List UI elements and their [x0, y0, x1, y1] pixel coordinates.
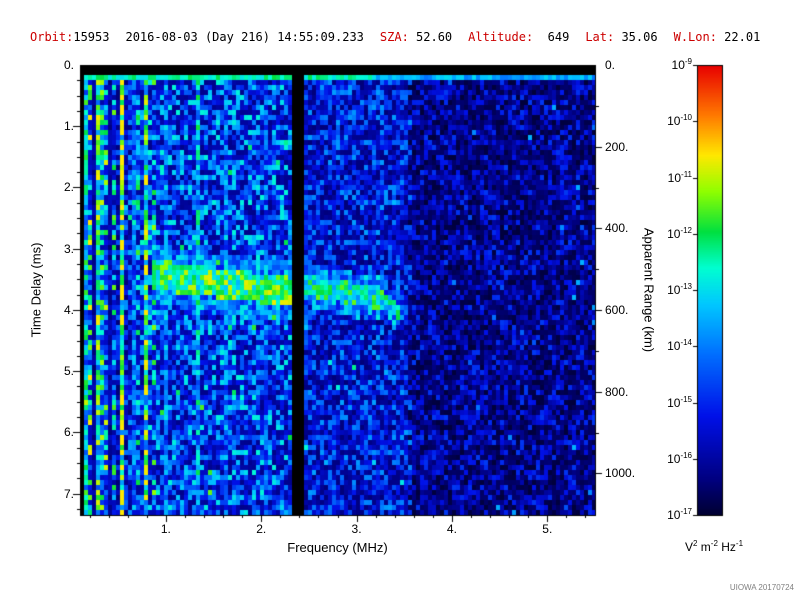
colorbar-tick-label: 10-16 [667, 450, 692, 466]
y-tick-label: 6. [63, 425, 74, 440]
range-tick-label: 800. [605, 384, 629, 399]
colorbar-tick-label: 10-14 [667, 338, 692, 354]
x-axis-label: Frequency (MHz) [287, 540, 388, 555]
header-field: Orbit:15953 [30, 30, 110, 44]
range-tick-label: 1000. [605, 466, 636, 481]
x-tick-label: 2. [256, 522, 267, 536]
y-tick-label: 4. [63, 302, 74, 317]
x-tick-label: 5. [542, 522, 553, 536]
y-axis-label-right: Apparent Range (km) [641, 227, 657, 353]
x-tick-label: 3. [351, 522, 362, 536]
credit-text: UIOWA 20170724 [729, 583, 794, 592]
colorbar-tick-label: 10-13 [667, 282, 692, 298]
range-tick-label: 600. [605, 303, 629, 318]
colorbar-unit-label: V2 m-2 Hz-1 [684, 539, 744, 555]
header-field: 2016-08-03 (Day 216) 14:55:09.233 [125, 30, 364, 44]
colorbar-tick-label: 10-11 [667, 169, 692, 185]
range-tick-label: 200. [605, 139, 629, 154]
colorbar-tick-label: 10-9 [671, 57, 692, 73]
colorbar-tick-label: 10-10 [667, 113, 692, 129]
y-tick-label: 3. [63, 241, 74, 256]
colorbar-tick-label: 10-17 [667, 507, 692, 523]
header-field: Altitude: 649 [468, 30, 570, 44]
range-tick-label: 400. [605, 221, 629, 236]
x-tick-label: 1. [160, 522, 171, 536]
y-tick-label: 0. [63, 58, 74, 72]
y-axis-label-left: Time Delay (ms) [28, 242, 44, 338]
y-tick-label: 5. [63, 364, 74, 379]
header-field: Lat: 35.06 [585, 30, 658, 44]
y-tick-label: 7. [63, 486, 74, 501]
header-field: W.Lon: 22.01 [673, 30, 761, 44]
colorbar-tick-label: 10-15 [667, 394, 692, 410]
colorbar-tick-label: 10-12 [667, 225, 692, 241]
y-tick-label: 2. [63, 180, 74, 195]
x-tick-label: 4. [446, 522, 457, 536]
header-field: SZA: 52.60 [379, 30, 453, 44]
range-tick-label: 0. [605, 58, 616, 72]
header-info: Orbit:15953 2016-08-03 (Day 216) 14:55:09… [30, 30, 760, 44]
y-tick-label: 1. [63, 119, 74, 134]
